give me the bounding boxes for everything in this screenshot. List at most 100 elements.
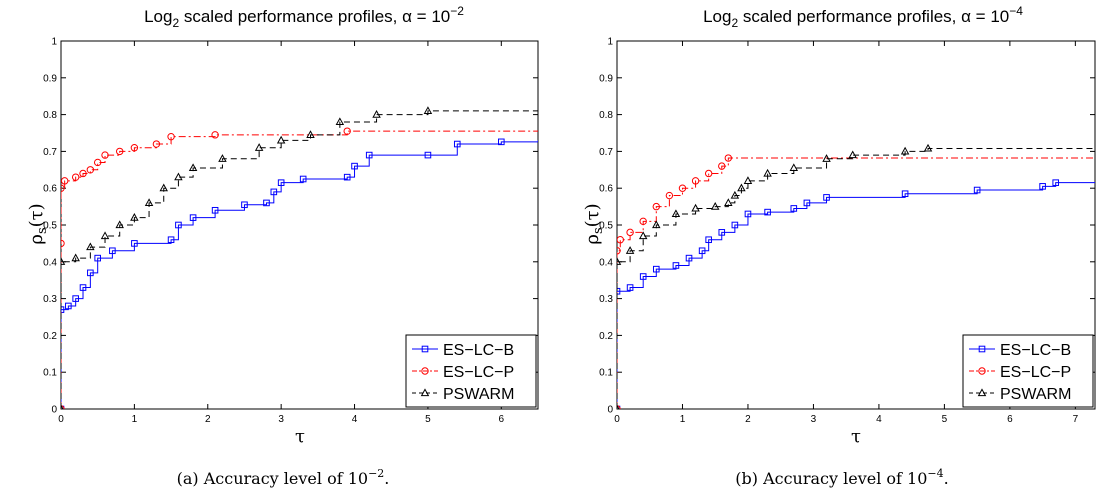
data-point-square [744, 210, 752, 218]
data-point-circle [211, 131, 219, 139]
x-tick-label: 4 [352, 414, 358, 425]
figure-caption: (b) Accuracy level of 10−4. [735, 467, 948, 488]
data-point-triangle [923, 143, 933, 152]
y-tick-label: 0.2 [43, 331, 57, 342]
data-point-circle [61, 184, 65, 192]
y-tick-label: 0.4 [43, 257, 57, 268]
data-point-circle [86, 166, 95, 174]
data-point-circle [130, 144, 139, 152]
data-point-square [421, 345, 429, 353]
series-line [61, 140, 538, 409]
data-point-square [72, 295, 79, 302]
y-tick-label: 0.7 [43, 147, 57, 158]
data-point-square [1052, 179, 1060, 186]
data-point-triangle [254, 143, 264, 151]
x-tick-label: 7 [1073, 414, 1079, 425]
data-point-circle [639, 217, 647, 226]
x-tick-label: 1 [132, 414, 138, 425]
data-point-triangle [617, 257, 622, 265]
y-tick-label: 0.5 [599, 221, 613, 232]
data-point-square [672, 262, 680, 269]
x-tick-label: 0 [614, 414, 620, 425]
data-point-triangle [848, 150, 857, 159]
data-point-square [764, 208, 771, 216]
data-point-triangle [306, 130, 315, 138]
data-point-circle [626, 228, 634, 237]
data-point-triangle [372, 109, 381, 118]
data-point-circle [152, 140, 161, 148]
data-point-square [705, 236, 712, 244]
data-point-circle [617, 247, 621, 255]
x-axis-label: τ [851, 426, 861, 447]
data-point-triangle [724, 198, 733, 207]
series-circle [617, 154, 1095, 409]
series-line [617, 157, 1095, 409]
data-point-triangle [900, 146, 910, 155]
data-point-square [343, 173, 351, 181]
chart-title: Log2 scaled performance profiles, α = 10… [703, 4, 1023, 30]
data-point-triangle [737, 183, 746, 192]
x-tick-label: 6 [1007, 414, 1013, 425]
legend-entry: ES−LC−B [1000, 342, 1071, 359]
data-point-triangle [420, 388, 430, 397]
x-tick-label: 3 [811, 414, 817, 425]
y-tick-label: 0.5 [43, 221, 57, 232]
data-point-square [803, 199, 811, 207]
data-point-circle [167, 132, 175, 141]
data-point-circle [691, 177, 700, 185]
data-point-square [211, 206, 219, 214]
y-tick-label: 0.6 [599, 184, 613, 195]
data-point-square [790, 205, 798, 212]
data-point-square [901, 190, 909, 198]
x-tick-label: 5 [425, 414, 431, 425]
x-tick-label: 6 [499, 414, 505, 425]
data-point-triangle [174, 172, 183, 181]
data-point-square [167, 236, 175, 244]
data-point-circle [61, 405, 65, 409]
data-point-square [94, 254, 101, 262]
legend: ES−LC−B ES−LC−P PSWARM [405, 334, 537, 408]
y-tick-label: 0 [607, 405, 613, 416]
chart-panel-b: Log2 scaled performance profiles, α = 10… [582, 4, 1096, 488]
data-point-triangle [276, 135, 286, 144]
data-point-triangle [977, 388, 987, 397]
data-point-triangle [115, 220, 124, 229]
y-tick-label: 1 [51, 37, 57, 48]
data-point-triangle [638, 231, 648, 240]
data-point-triangle [822, 154, 831, 162]
data-point-triangle [691, 203, 700, 212]
data-point-triangle [335, 117, 345, 126]
data-point-triangle [61, 404, 64, 409]
data-point-triangle [144, 198, 154, 207]
data-point-square [453, 140, 461, 148]
data-point-square [175, 221, 182, 229]
x-tick-label: 1 [680, 414, 686, 425]
legend-entry: ES−LC−P [1000, 364, 1071, 381]
chart-title: Log2 scaled performance profiles, α = 10… [144, 4, 464, 30]
x-tick-label: 4 [876, 414, 882, 425]
data-point-circle [79, 169, 87, 178]
y-tick-label: 0.8 [599, 110, 613, 121]
data-point-square [685, 254, 693, 262]
data-point-triangle [710, 201, 720, 210]
data-point-square [652, 265, 660, 273]
data-point-square [973, 186, 981, 194]
data-point-circle [421, 367, 429, 375]
data-point-square [626, 284, 634, 291]
data-point-square [365, 151, 373, 159]
legend-entry: ES−LC−B [443, 342, 514, 359]
legend-entry: ES−LC−P [443, 364, 514, 381]
data-point-triangle [763, 168, 772, 177]
y-tick-label: 0.2 [599, 331, 613, 342]
data-point-circle [678, 184, 687, 192]
series-line [61, 110, 538, 409]
data-point-triangle [159, 183, 168, 192]
x-tick-label: 2 [745, 414, 751, 425]
data-point-square [241, 201, 248, 209]
data-point-square [978, 345, 986, 353]
data-point-triangle [743, 176, 753, 184]
data-point-triangle [188, 163, 198, 172]
data-point-triangle [617, 404, 620, 409]
y-tick-label: 0.7 [599, 147, 613, 158]
data-point-circle [617, 405, 621, 409]
